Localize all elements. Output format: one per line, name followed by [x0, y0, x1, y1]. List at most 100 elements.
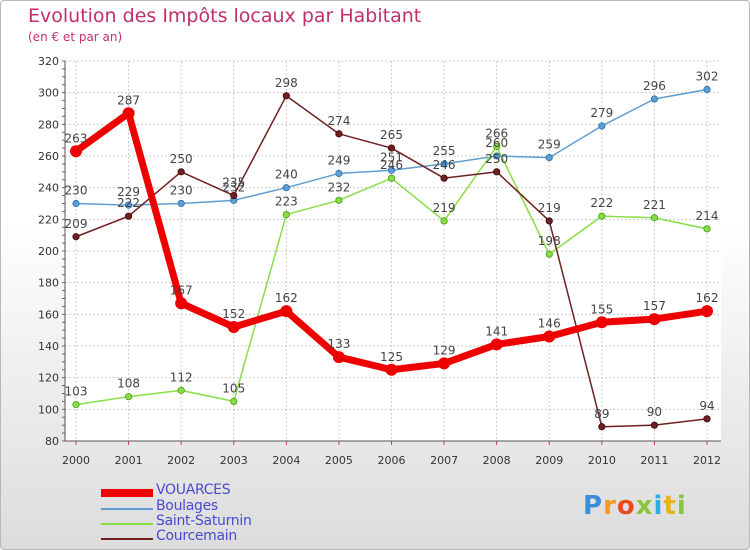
- x-tick-label: 2003: [220, 454, 248, 467]
- data-label: 155: [590, 302, 613, 316]
- data-point: [387, 166, 396, 174]
- data-label: 157: [643, 299, 666, 313]
- data-point: [175, 297, 188, 310]
- y-tick-label: 120: [38, 372, 59, 385]
- x-tick-label: 2005: [325, 454, 353, 467]
- data-label: 230: [170, 184, 193, 198]
- legend-swatch: [101, 523, 153, 525]
- data-point: [335, 130, 343, 138]
- data-label: 219: [433, 201, 456, 215]
- data-point: [490, 338, 503, 351]
- y-tick-label: 240: [38, 182, 59, 195]
- data-label: 302: [696, 70, 719, 84]
- data-point: [701, 305, 713, 318]
- data-point: [493, 168, 501, 176]
- legend-label: Saint-Saturnin: [156, 513, 252, 529]
- legend-label: VOUARCES: [156, 482, 231, 498]
- data-label: 240: [275, 168, 298, 182]
- data-label: 89: [594, 407, 609, 421]
- data-point: [703, 225, 711, 233]
- data-label: 112: [170, 370, 193, 384]
- data-point: [650, 214, 659, 222]
- data-point: [122, 107, 135, 120]
- data-point: [595, 316, 608, 329]
- data-point: [282, 210, 290, 219]
- data-label: 141: [485, 324, 508, 338]
- data-point: [598, 122, 606, 130]
- data-point: [545, 153, 553, 162]
- data-point: [177, 199, 185, 208]
- data-label: 125: [380, 350, 403, 364]
- x-tick-label: 2001: [115, 454, 143, 467]
- x-tick-label: 2011: [640, 454, 668, 467]
- data-point: [545, 217, 553, 225]
- data-point: [72, 400, 80, 409]
- legend-swatch: [101, 508, 153, 510]
- data-label: 279: [590, 106, 613, 120]
- data-point: [648, 313, 661, 326]
- x-tick-label: 2010: [588, 454, 616, 467]
- y-tick-label: 180: [38, 277, 59, 290]
- data-point: [545, 250, 553, 258]
- data-label: 298: [275, 76, 298, 90]
- data-label: 108: [117, 377, 140, 391]
- data-label: 214: [696, 209, 719, 223]
- data-label: 222: [590, 196, 613, 210]
- data-label: 222: [117, 196, 140, 210]
- data-label: 103: [65, 385, 88, 399]
- data-point: [72, 199, 80, 208]
- data-label: 246: [433, 158, 456, 172]
- y-tick-label: 320: [38, 55, 59, 68]
- data-point: [335, 169, 343, 178]
- data-point: [650, 95, 659, 103]
- data-label: 263: [65, 131, 88, 145]
- legend-label: Boulages: [156, 498, 218, 514]
- data-label: 249: [327, 153, 350, 167]
- data-point: [124, 201, 133, 209]
- y-tick-label: 160: [38, 308, 59, 321]
- y-tick-label: 220: [38, 213, 59, 226]
- data-point: [280, 305, 293, 318]
- data-point: [230, 397, 238, 406]
- legend-swatch: [101, 538, 153, 540]
- data-label: 246: [380, 158, 403, 172]
- data-label: 235: [222, 176, 245, 190]
- data-point: [703, 85, 711, 94]
- x-tick-label: 2012: [693, 454, 721, 467]
- data-point: [282, 184, 290, 192]
- logo-letter: t: [663, 491, 677, 521]
- data-label: 162: [275, 291, 298, 305]
- data-point: [72, 233, 80, 241]
- data-point: [387, 144, 396, 152]
- x-tick-label: 2002: [167, 454, 195, 467]
- data-label: 90: [647, 405, 662, 419]
- y-tick-label: 100: [38, 403, 59, 416]
- data-point: [493, 152, 501, 160]
- data-label: 274: [327, 114, 350, 128]
- y-tick-label: 200: [38, 245, 59, 258]
- y-tick-label: 280: [38, 118, 59, 131]
- data-point: [650, 421, 659, 429]
- data-label: 232: [327, 180, 350, 194]
- data-label: 105: [222, 381, 245, 395]
- data-label: 259: [538, 138, 561, 152]
- data-point: [70, 145, 82, 158]
- logo-letter: r: [603, 491, 617, 521]
- data-point: [230, 191, 238, 200]
- data-label: 296: [643, 79, 666, 93]
- data-point: [332, 351, 345, 364]
- chart-subtitle: (en € et par an): [28, 30, 123, 44]
- data-point: [385, 363, 398, 376]
- x-tick-label: 2008: [483, 454, 511, 467]
- legend-swatch: [101, 489, 153, 497]
- y-tick-label: 140: [38, 340, 59, 353]
- data-point: [493, 142, 501, 151]
- data-point: [282, 92, 290, 100]
- data-point: [438, 357, 451, 370]
- logo-letter: i: [653, 491, 664, 521]
- x-tick-label: 2007: [430, 454, 458, 467]
- data-label: 198: [538, 234, 561, 248]
- data-label: 265: [380, 128, 403, 142]
- y-tick-label: 260: [38, 150, 59, 163]
